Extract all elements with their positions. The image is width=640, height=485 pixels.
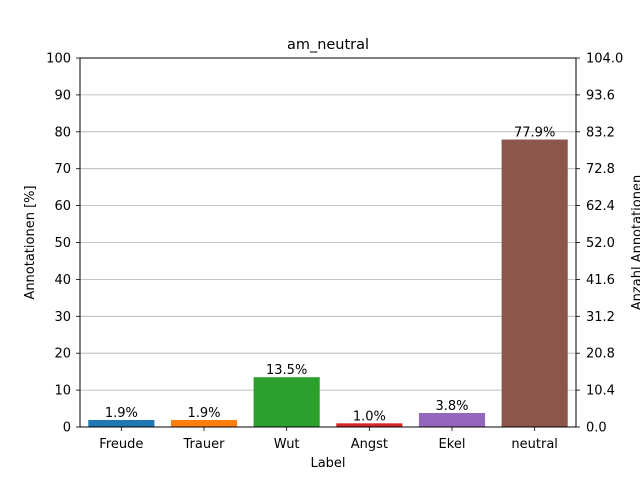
x-tick-label: Angst [351, 437, 388, 452]
y-tick-label-right: 52.0 [586, 236, 615, 251]
y-tick-label-right: 41.6 [586, 273, 615, 288]
x-tick-label: Ekel [439, 437, 466, 452]
x-tick-label: Freude [99, 437, 143, 452]
bar-angst [336, 423, 403, 427]
y-tick-label-left: 20 [54, 347, 71, 362]
bar-neutral [501, 139, 568, 427]
y-tick-label-left: 90 [54, 88, 71, 103]
y-tick-label-left: 0 [63, 421, 71, 436]
bar-wut [253, 377, 320, 427]
x-tick-label: Trauer [183, 437, 226, 452]
bar-value-label: 1.0% [353, 409, 386, 424]
y-axis-label-left: Annotationen [%] [23, 185, 38, 299]
y-tick-label-right: 83.2 [586, 125, 615, 140]
y-tick-label-right: 20.8 [586, 347, 615, 362]
chart-title: am_neutral [287, 37, 369, 53]
y-tick-label-right: 72.8 [586, 162, 615, 177]
y-tick-label-left: 80 [54, 125, 71, 140]
y-tick-label-right: 31.2 [586, 310, 615, 325]
bar-ekel [418, 412, 486, 427]
y-tick-label-right: 104.0 [586, 52, 623, 67]
y-tick-label-left: 60 [54, 199, 71, 214]
bar-value-label: 3.8% [435, 399, 468, 414]
x-axis-label: Label [310, 456, 345, 471]
y-tick-label-right: 0.0 [586, 421, 607, 436]
y-tick-label-left: 40 [54, 273, 71, 288]
y-tick-label-left: 10 [54, 384, 71, 399]
y-tick-label-left: 70 [54, 162, 71, 177]
x-tick-label: Wut [274, 437, 300, 452]
y-axis-label-right: Anzahl Annotationen [630, 175, 640, 310]
y-tick-label-left: 100 [46, 52, 71, 67]
y-tick-label-left: 30 [54, 310, 71, 325]
y-tick-label-right: 62.4 [586, 199, 615, 214]
y-tick-label-right: 10.4 [586, 384, 615, 399]
bar-value-label: 1.9% [187, 406, 220, 421]
bar-value-label: 1.9% [105, 406, 138, 421]
y-tick-label-right: 93.6 [586, 88, 615, 103]
bar-trauer [170, 419, 238, 427]
x-tick-label: neutral [511, 437, 558, 452]
bar-value-label: 13.5% [266, 363, 307, 378]
y-tick-label-left: 50 [54, 236, 71, 251]
bar-value-label: 77.9% [514, 126, 555, 141]
bar-freude [88, 419, 155, 427]
